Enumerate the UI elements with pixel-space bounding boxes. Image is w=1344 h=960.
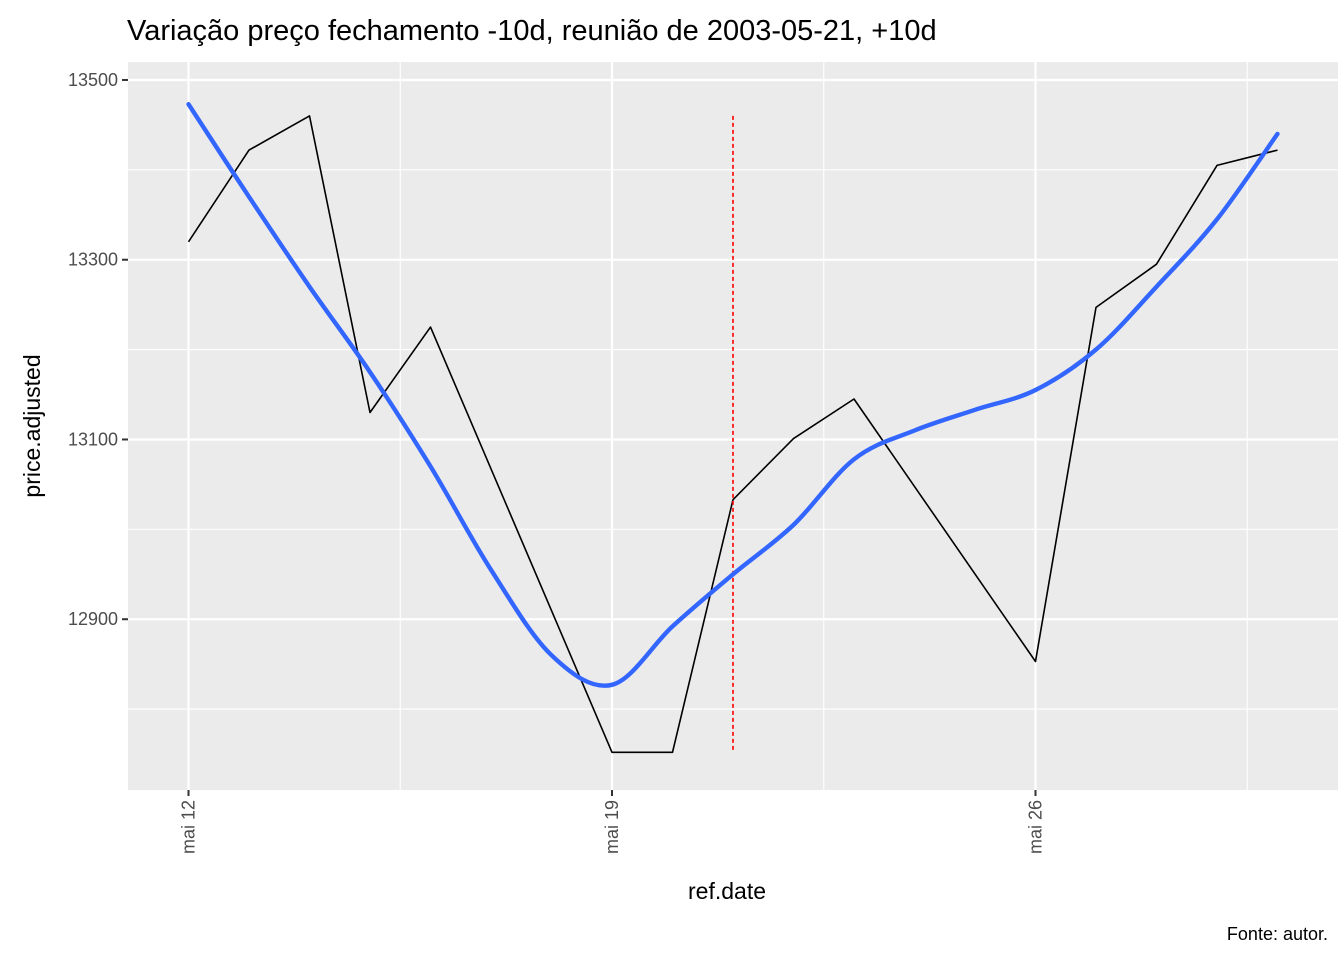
smooth-trend-line bbox=[186, 102, 1280, 688]
series-layer bbox=[186, 102, 1280, 754]
x-axis-title: ref.date bbox=[688, 878, 766, 904]
price-line bbox=[187, 115, 1278, 754]
x-axis: mai 12 mai 19 mai 26 bbox=[179, 790, 1046, 854]
x-tick-label: mai 12 bbox=[179, 800, 199, 854]
caption: Fonte: autor. bbox=[1227, 924, 1328, 944]
y-tick-label: 13500 bbox=[68, 70, 118, 90]
x-tick-label: mai 26 bbox=[1026, 800, 1046, 854]
y-tick-label: 13100 bbox=[68, 429, 118, 449]
y-axis: 12900 13100 13300 13500 bbox=[68, 70, 128, 629]
y-axis-title: price.adjusted bbox=[19, 354, 45, 497]
chart-title: Variação preço fechamento -10d, reunião … bbox=[127, 15, 937, 47]
y-tick-label: 12900 bbox=[68, 609, 118, 629]
y-tick-label: 13300 bbox=[68, 250, 118, 270]
x-tick-label: mai 19 bbox=[602, 800, 622, 854]
